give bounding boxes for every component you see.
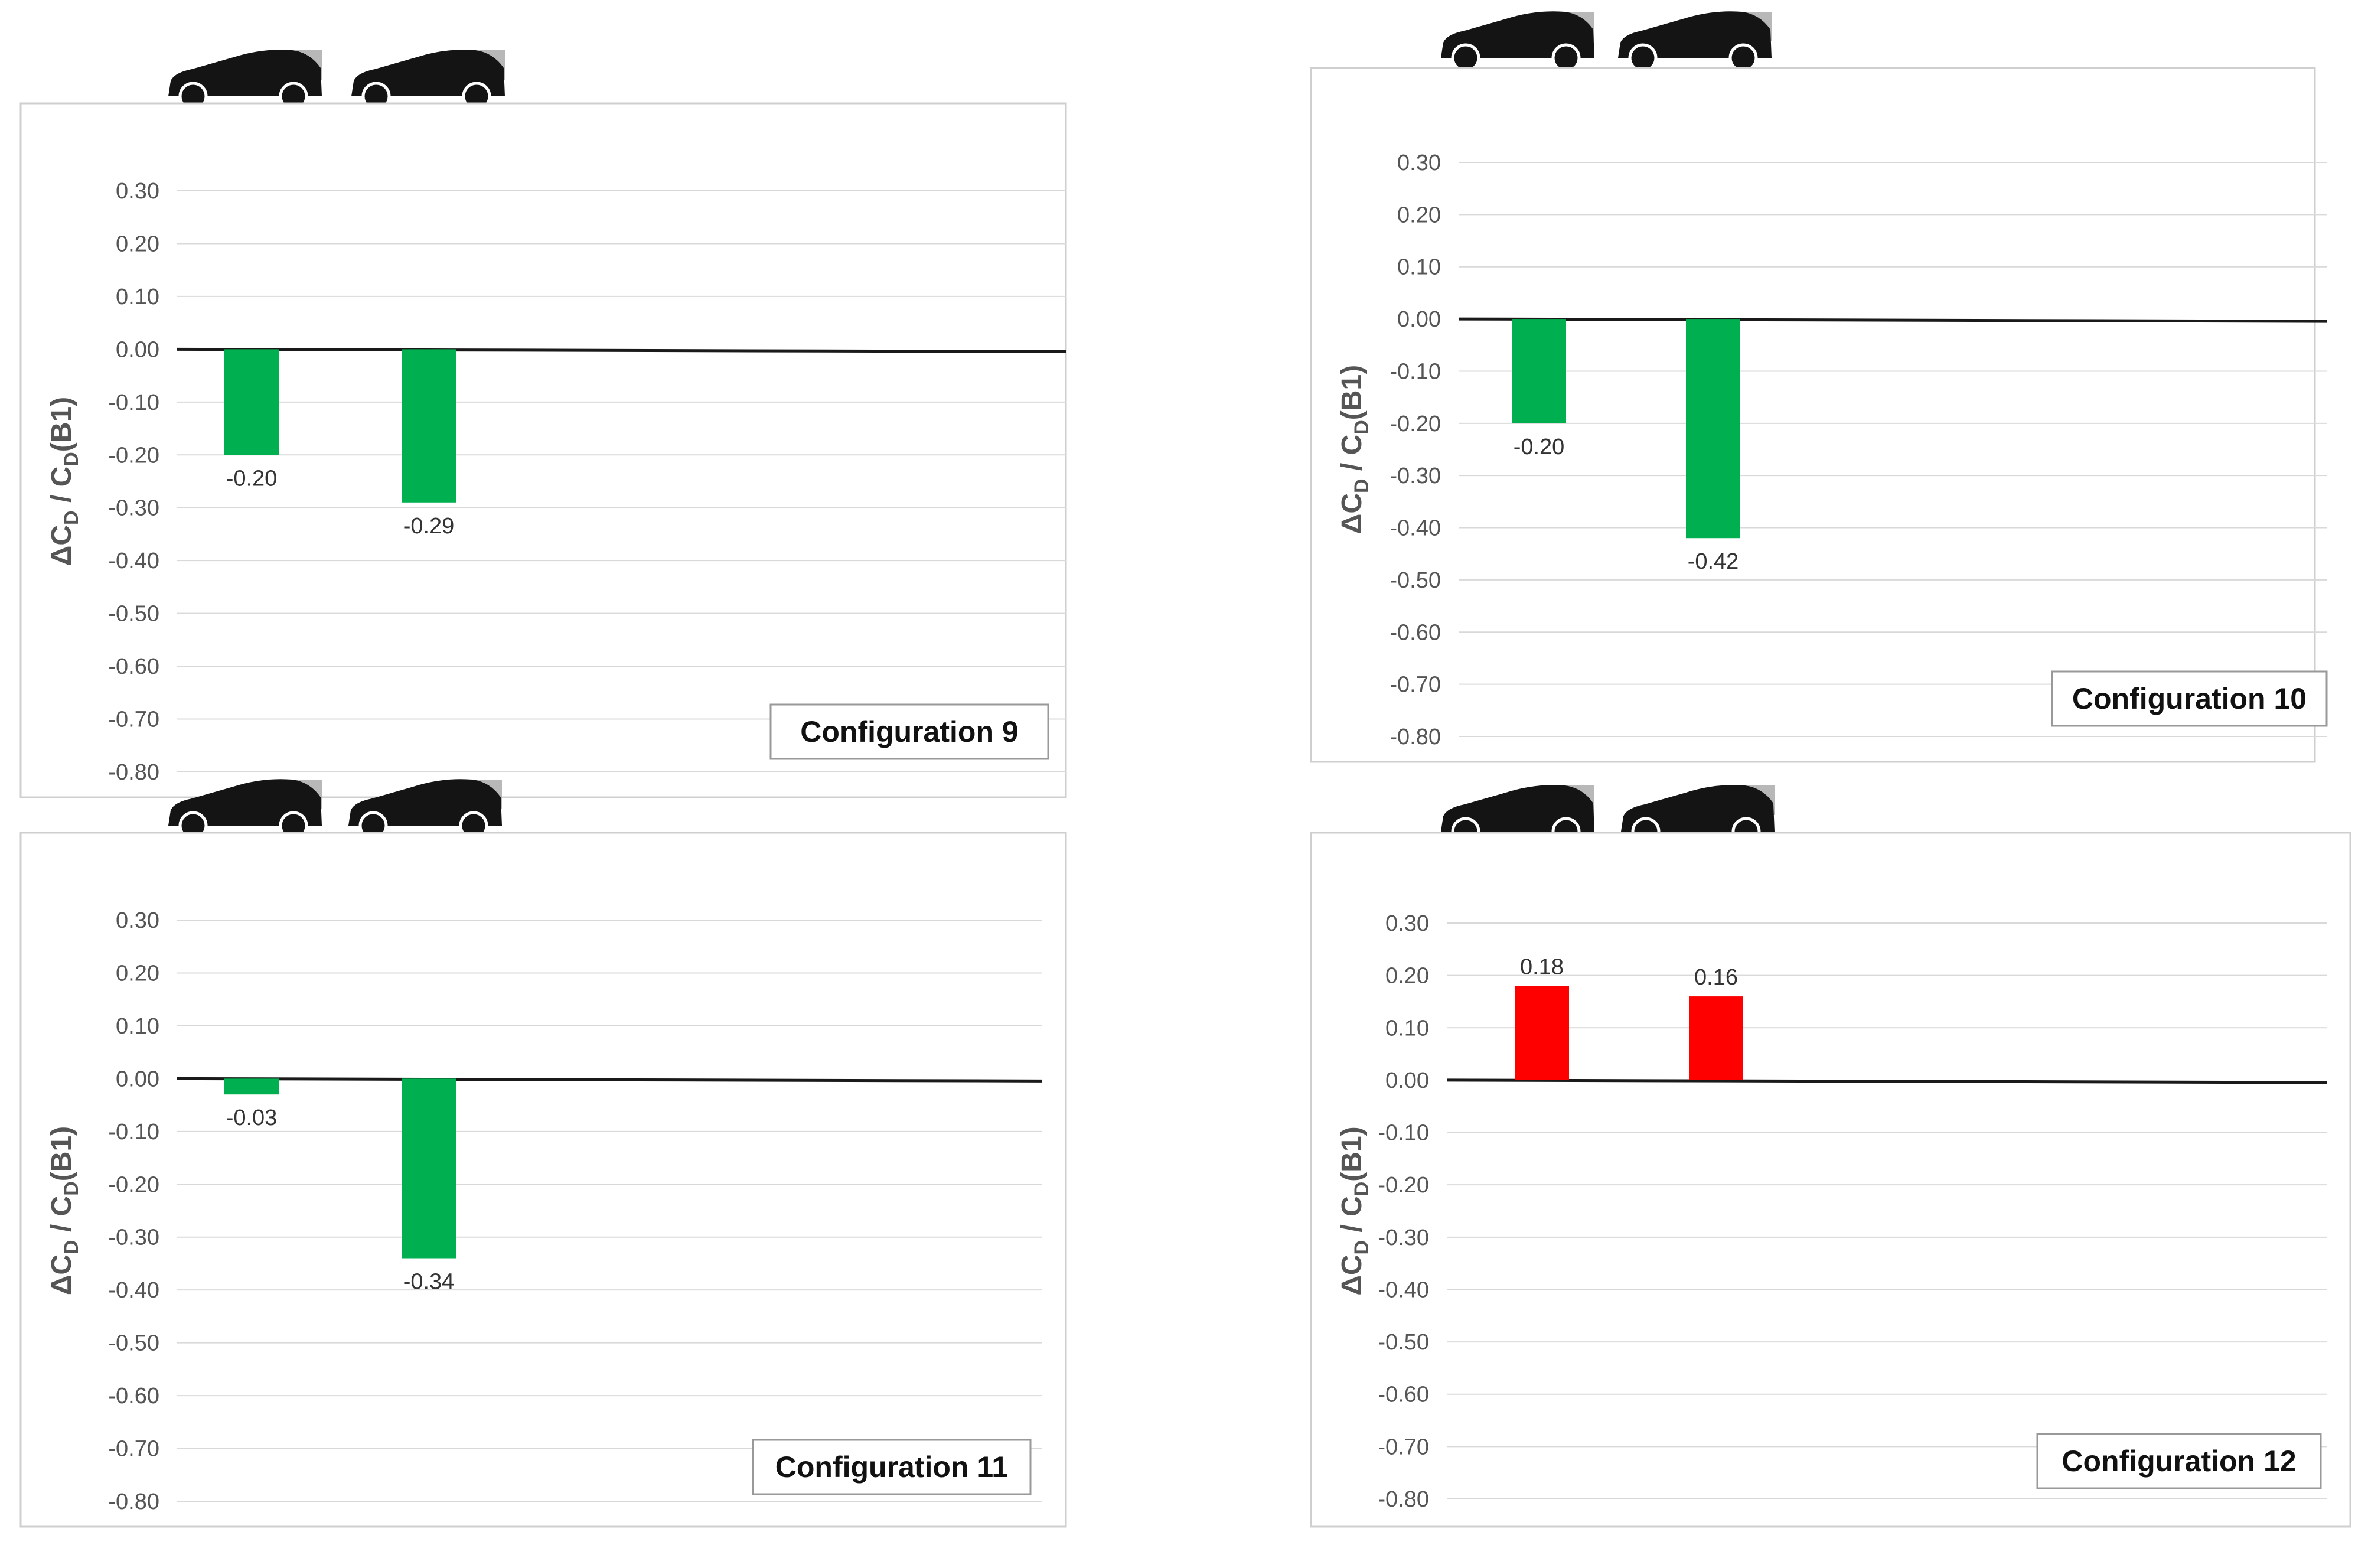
y-tick-label: 0.30 (1397, 151, 1441, 175)
y-tick-label: 0.20 (1397, 203, 1441, 227)
y-tick-label: -0.70 (108, 1437, 159, 1462)
car-icon (168, 779, 322, 840)
y-tick-label: -0.50 (108, 602, 159, 627)
bar (402, 1078, 456, 1259)
car-icon (351, 50, 505, 111)
bar (224, 349, 279, 455)
data-label: -0.03 (226, 1106, 278, 1130)
configuration-label: Configuration 11 (775, 1450, 1008, 1484)
y-tick-label: 0.20 (116, 961, 159, 986)
y-tick-label: -0.60 (1378, 1383, 1429, 1407)
y-tick-label: 0.10 (1397, 255, 1441, 280)
y-tick-label: -0.10 (1378, 1121, 1429, 1146)
y-tick-label: -0.60 (1390, 620, 1441, 645)
chart-panel-configuration-11: 0.30 0.20 0.10 0.00 -0.10 -0.20 -0.30 -0.40 -0.5… (19, 771, 1067, 1568)
y-tick-label: 0.00 (116, 1067, 159, 1091)
configuration-label: Configuration 10 (2072, 682, 2307, 715)
plot-frame (19, 832, 1067, 1528)
zero-axis-line (1446, 1078, 2327, 1084)
zero-axis-line (177, 1077, 1043, 1083)
bar (224, 1078, 279, 1095)
y-tick-label: 0.00 (1397, 307, 1441, 332)
y-tick-label: -0.80 (108, 1489, 159, 1514)
y-tick-label: 0.10 (116, 285, 159, 309)
y-tick-label: -0.10 (1390, 359, 1441, 384)
y-tick-label: 0.30 (1385, 911, 1429, 936)
y-tick-label: -0.50 (108, 1331, 159, 1356)
bar-chart: 0.30 0.20 0.10 0.00 -0.10 -0.20 -0.30 -0.40 -0.5… (19, 779, 1067, 1528)
y-tick-label: -0.60 (108, 654, 159, 679)
y-tick-label: -0.60 (108, 1384, 159, 1409)
data-label: 0.18 (1520, 954, 1564, 979)
y-tick-label: 0.00 (116, 337, 159, 362)
y-tick-label: -0.50 (1378, 1330, 1429, 1355)
y-tick-label: 0.20 (1385, 964, 1429, 989)
y-tick-label: -0.80 (1390, 725, 1441, 749)
y-tick-label: 0.30 (116, 179, 159, 204)
y-tick-label: 0.00 (1385, 1068, 1429, 1093)
y-axis-label: ΔCD / CD(B1) (1336, 1126, 1373, 1295)
data-label: 0.16 (1694, 965, 1738, 990)
y-tick-label: -0.70 (1378, 1435, 1429, 1459)
y-tick-label: -0.40 (1378, 1277, 1429, 1302)
y-tick-label: 0.20 (116, 232, 159, 256)
plot-frame (1310, 832, 2351, 1528)
plot-frame (19, 102, 1067, 798)
bar (1686, 319, 1740, 539)
y-tick-label: -0.70 (108, 708, 159, 732)
car-icon (1441, 11, 1594, 73)
data-label: -0.20 (226, 466, 278, 491)
car-icon (168, 50, 322, 111)
bar (402, 349, 456, 503)
y-axis-label: ΔCD / CD(B1) (1336, 365, 1373, 534)
plot-frame (1310, 67, 2316, 763)
bar-chart: 0.30 0.20 0.10 0.00 -0.10 -0.20 -0.30 -0.40 -0.5… (1310, 785, 2351, 1528)
configuration-label: Configuration 9 (800, 715, 1018, 748)
y-tick-label: -0.40 (108, 549, 159, 573)
y-tick-label: -0.10 (108, 1120, 159, 1145)
y-tick-label: 0.30 (116, 908, 159, 933)
chart-panel-configuration-12: 0.30 0.20 0.10 0.00 -0.10 -0.20 -0.30 -0.40 -0.5… (1310, 771, 2351, 1568)
zero-axis-line (1458, 317, 2327, 323)
y-tick-label: -0.20 (108, 443, 159, 468)
configuration-label-box (2036, 1433, 2322, 1489)
y-tick-label: -0.30 (1378, 1225, 1429, 1250)
bar (1512, 319, 1566, 423)
bar-chart: 0.30 0.20 0.10 0.00 -0.10 -0.20 -0.30 -0.40 -0.5… (19, 50, 1067, 798)
zero-axis-line (177, 347, 1066, 353)
y-axis-label: ΔCD / CD(B1) (46, 397, 83, 566)
y-tick-label: -0.40 (108, 1278, 159, 1303)
data-label: -0.42 (1688, 549, 1739, 574)
y-axis-label: ΔCD / CD(B1) (46, 1126, 83, 1295)
bar-chart: 0.30 0.20 0.10 0.00 -0.10 -0.20 -0.30 -0.40 -0.5… (1310, 11, 2328, 763)
y-tick-label: 0.10 (1385, 1016, 1429, 1041)
configuration-label: Configuration 12 (2062, 1445, 2296, 1478)
data-label: -0.34 (403, 1270, 455, 1295)
y-tick-label: -0.80 (1378, 1487, 1429, 1512)
y-tick-label: -0.70 (1390, 673, 1441, 697)
chart-panel-configuration-9: 0.30 0.20 0.10 0.00 -0.10 -0.20 -0.30 -0.40 -0.5… (19, 41, 1067, 839)
y-tick-label: -0.20 (1378, 1173, 1429, 1198)
configuration-label-box (2051, 670, 2328, 727)
configuration-label-box (769, 703, 1049, 760)
y-tick-label: -0.40 (1390, 516, 1441, 541)
y-tick-label: -0.20 (1390, 412, 1441, 436)
data-label: -0.29 (403, 514, 455, 539)
y-tick-label: -0.30 (108, 496, 159, 521)
y-tick-label: 0.10 (116, 1014, 159, 1039)
car-icon (1618, 11, 1772, 73)
y-tick-label: -0.80 (108, 760, 159, 785)
data-label: -0.20 (1514, 435, 1565, 459)
y-tick-label: -0.20 (108, 1172, 159, 1197)
bar (1515, 986, 1569, 1080)
bar (1689, 996, 1743, 1080)
y-tick-label: -0.50 (1390, 568, 1441, 593)
y-tick-label: -0.10 (108, 390, 159, 415)
car-icon (348, 779, 502, 840)
y-tick-label: -0.30 (108, 1225, 159, 1250)
chart-panel-configuration-10: 0.30 0.20 0.10 0.00 -0.10 -0.20 -0.30 -0.40 -0.5… (1310, 6, 2328, 803)
y-tick-label: -0.30 (1390, 464, 1441, 488)
